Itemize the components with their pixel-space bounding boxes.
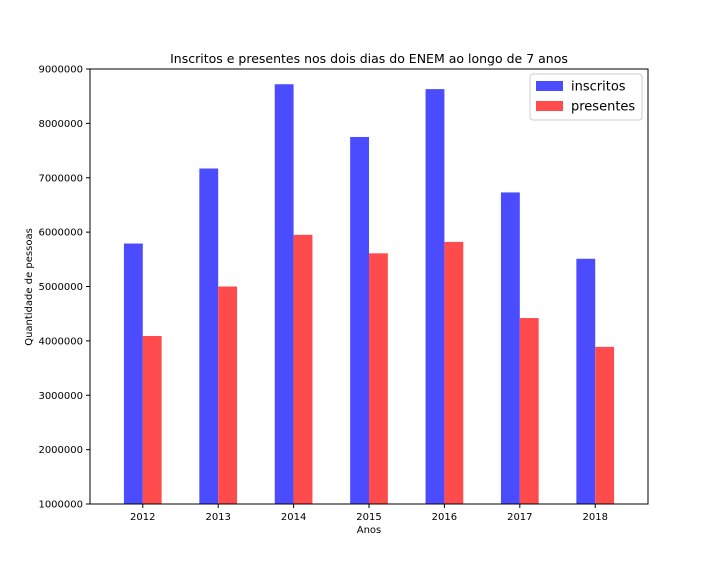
- legend-swatch-presentes: [536, 101, 563, 111]
- bar-presentes-2018: [595, 346, 615, 504]
- bar-inscritos-2018: [576, 258, 596, 504]
- x-tick-label: 2018: [582, 512, 607, 523]
- y-axis-label: Quantidade de pessoas: [24, 228, 35, 346]
- y-tick-label: 3000000: [38, 391, 83, 402]
- bar-presentes-2014: [293, 234, 313, 504]
- x-tick-label: 2015: [356, 512, 381, 523]
- y-tick-label: 5000000: [38, 282, 83, 293]
- bar-inscritos-2015: [350, 136, 369, 504]
- legend-swatch-inscritos: [536, 81, 563, 91]
- legend-label-presentes: presentes: [571, 100, 635, 115]
- bar-presentes-2017: [519, 318, 539, 504]
- bar-inscritos-2014: [274, 84, 294, 504]
- chart-title: Inscritos e presentes nos dois dias do E…: [170, 51, 568, 66]
- bar-presentes-2013: [218, 286, 238, 504]
- bar-presentes-2016: [444, 241, 464, 504]
- x-tick-label: 2012: [130, 512, 155, 523]
- x-tick-label: 2016: [432, 512, 457, 523]
- y-axis: 1000000 2000000 3000000 4000000 5000000 60000…: [38, 65, 90, 511]
- x-axis: 2012 2013 2014 2015 2016 2017 2018: [130, 504, 608, 523]
- y-tick-label: 1000000: [38, 500, 83, 511]
- y-tick-label: 7000000: [38, 173, 83, 184]
- y-tick-label: 4000000: [38, 336, 83, 347]
- bar-presentes-2015: [369, 253, 388, 504]
- y-tick-label: 6000000: [38, 228, 83, 239]
- x-tick-label: 2017: [507, 512, 532, 523]
- bars-layer: [123, 84, 615, 505]
- bar-inscritos-2016: [425, 89, 445, 505]
- y-tick-label: 2000000: [38, 445, 83, 456]
- x-tick-label: 2014: [281, 512, 306, 523]
- y-tick-label: 8000000: [38, 119, 83, 130]
- y-tick-label: 9000000: [38, 65, 83, 76]
- legend: inscritos presentes: [529, 73, 643, 121]
- bar-inscritos-2013: [199, 168, 219, 504]
- x-tick-label: 2013: [205, 512, 230, 523]
- x-axis-label: Anos: [357, 525, 382, 536]
- bar-presentes-2012: [142, 335, 162, 504]
- bar-inscritos-2012: [123, 243, 143, 505]
- legend-label-inscritos: inscritos: [571, 80, 626, 95]
- bar-inscritos-2017: [500, 192, 520, 504]
